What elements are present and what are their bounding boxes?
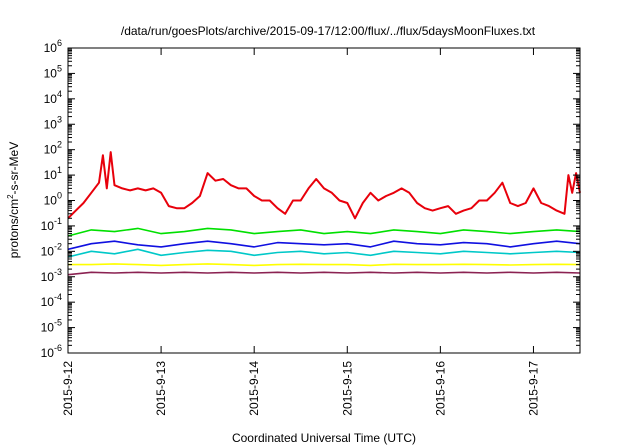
y-tick-label: 10-3 xyxy=(41,267,62,284)
y-tick-label: 100 xyxy=(44,191,62,208)
y-label-sup: 2 xyxy=(6,194,15,199)
y-tick-label: 105 xyxy=(44,63,62,80)
y-tick-base: 10 xyxy=(44,168,58,182)
x-tick-label: 2015-9-14 xyxy=(247,361,261,416)
y-tick-exp: 6 xyxy=(57,38,62,48)
y-tick-exp: 1 xyxy=(57,165,62,175)
y-tick-base: 10 xyxy=(44,66,58,80)
series-layer xyxy=(67,151,581,276)
y-tick-base: 10 xyxy=(44,41,58,55)
y-tick-exp: 5 xyxy=(57,63,62,73)
y-tick-exp: 4 xyxy=(57,89,62,99)
y-tick-label: 106 xyxy=(44,38,62,55)
y-tick-exp: -2 xyxy=(54,241,62,251)
y-tick-exp: -1 xyxy=(54,216,62,226)
series-line-2 xyxy=(67,227,581,237)
y-tick-exp: -5 xyxy=(54,318,62,328)
y-tick-base: 10 xyxy=(44,143,58,157)
plot-frame xyxy=(67,47,581,354)
x-tick-label: 2015-9-12 xyxy=(61,361,75,416)
series-line-4 xyxy=(67,240,581,251)
y-tick-exp: -6 xyxy=(54,343,62,353)
x-tick-label: 2015-9-13 xyxy=(154,361,168,416)
y-tick-base: 10 xyxy=(41,346,55,360)
y-tick-label: 10-1 xyxy=(41,216,62,233)
y-tick-exp: -4 xyxy=(54,292,62,302)
y-tick-exp: 0 xyxy=(57,191,62,201)
x-tick-label: 2015-9-17 xyxy=(526,361,540,416)
y-tick-label: 10-4 xyxy=(41,292,62,309)
series-line-3 xyxy=(67,248,581,258)
y-tick-label: 104 xyxy=(44,89,62,106)
x-axis-label: Coordinated Universal Time (UTC) xyxy=(232,431,416,445)
y-tick-base: 10 xyxy=(41,270,55,284)
y-tick-label: 102 xyxy=(44,140,62,157)
series-line-5 xyxy=(68,263,581,267)
y-tick-base: 10 xyxy=(41,219,55,233)
y-tick-label: 10-2 xyxy=(41,241,62,258)
series-line-1 xyxy=(67,151,581,220)
y-tick-label: 101 xyxy=(44,165,62,182)
y-tick-base: 10 xyxy=(41,244,55,258)
y-tick-base: 10 xyxy=(44,92,58,106)
y-tick-base: 10 xyxy=(44,117,58,131)
y-tick-exp: 3 xyxy=(57,114,62,124)
y-tick-label: 103 xyxy=(44,114,62,131)
x-axis: 2015-9-12 2015-9-13 2015-9-14 2015-9-15 2015… xyxy=(61,48,540,416)
y-label-base: protons/cm xyxy=(7,199,21,258)
y-tick-exp: -3 xyxy=(54,267,62,277)
y-tick-label: 10-5 xyxy=(41,318,62,335)
series-line-6 xyxy=(67,271,581,276)
y-tick-base: 10 xyxy=(41,295,55,309)
chart-title: /data/run/goesPlots/archive/2015-09-17/1… xyxy=(121,24,536,38)
y-label-rest: -s-sr-MeV xyxy=(7,142,21,195)
y-tick-label: 10-6 xyxy=(41,343,62,360)
y-tick-base: 10 xyxy=(44,194,58,208)
x-tick-label: 2015-9-15 xyxy=(340,361,354,416)
x-tick-label: 2015-9-16 xyxy=(433,361,447,416)
y-axis: 10-610-510-410-310-210-11001011021031041… xyxy=(41,38,580,360)
y-tick-base: 10 xyxy=(41,321,55,335)
y-axis-label: protons/cm2-s-sr-MeV xyxy=(6,142,21,258)
y-tick-exp: 2 xyxy=(57,140,62,150)
